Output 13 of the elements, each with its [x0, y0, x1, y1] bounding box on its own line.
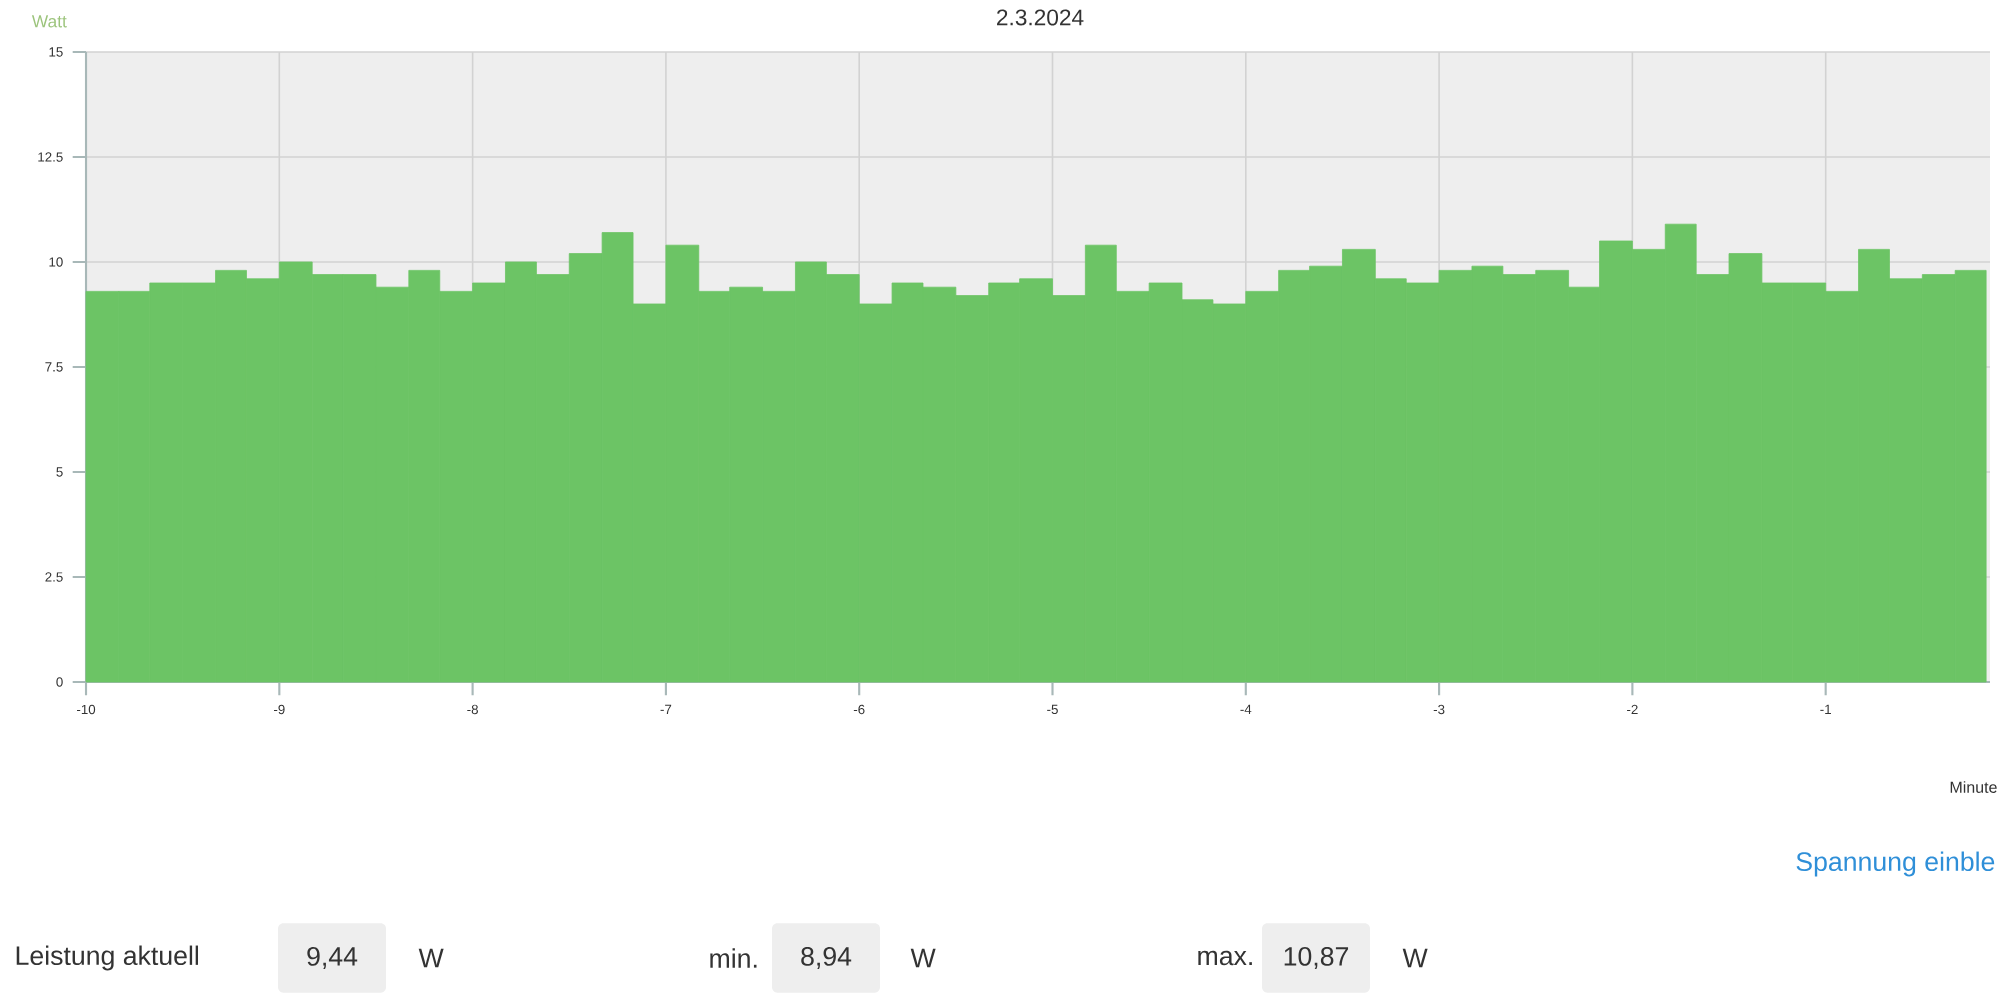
text: W [1402, 948, 1428, 968]
text: max. [1198, 950, 1252, 966]
text: 9,44 [307, 946, 358, 969]
y-axis-title: Watt [31, 15, 67, 28]
text: Leistung aktuell [16, 945, 199, 971]
text: 10,87 [1284, 946, 1349, 969]
text: W [418, 948, 444, 968]
text: 8,94 [801, 946, 852, 969]
text: W [910, 948, 936, 968]
x-axis-title: Minute [1950, 781, 1997, 793]
chart-title: 2.3.2024 [997, 9, 1084, 26]
text: Spannung einble [1796, 851, 1995, 877]
text: min. [710, 948, 757, 968]
